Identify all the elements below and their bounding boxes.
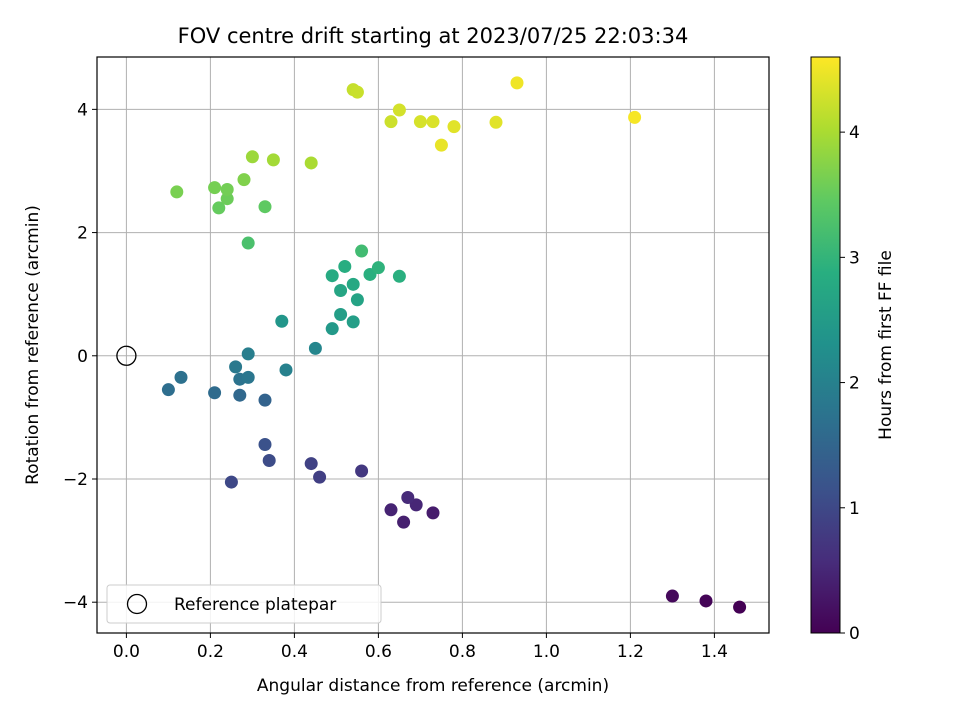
x-axis-ticks: 0.0 0.2 0.4 0.6 0.8 1.0 1.2 1.4: [113, 633, 728, 662]
x-tick-label: 1.0: [533, 642, 560, 662]
grid-lines: [97, 57, 769, 633]
colorbar-ticks: 0 1 2 3 4: [840, 123, 860, 644]
x-tick-label: 0.8: [449, 642, 476, 662]
data-point: [384, 503, 398, 517]
colorbar-tick-label: 4: [849, 123, 860, 143]
data-point: [426, 115, 440, 129]
data-point: [371, 261, 385, 275]
y-tick-label: −4: [63, 593, 88, 613]
data-point: [241, 236, 255, 250]
data-point: [308, 341, 322, 355]
data-point: [212, 201, 226, 215]
x-tick-label: 1.2: [617, 642, 644, 662]
data-point: [241, 347, 255, 361]
data-point: [258, 437, 272, 451]
data-point: [174, 370, 188, 384]
data-point: [355, 464, 369, 478]
x-tick-label: 0.2: [197, 642, 224, 662]
plot-frame: [96, 56, 770, 634]
data-point: [220, 182, 234, 196]
legend-box: [106, 584, 382, 624]
reference-platepar-marker: [116, 345, 137, 366]
data-point: [237, 173, 251, 187]
data-point: [346, 277, 360, 291]
data-point: [266, 153, 280, 167]
data-point: [224, 475, 238, 489]
data-point: [699, 594, 713, 608]
data-point: [275, 314, 289, 328]
data-point: [338, 259, 352, 273]
colorbar-tick-label: 1: [849, 499, 860, 519]
colorbar-gradient: [810, 56, 841, 634]
legend-reference-label: Reference platepar: [174, 595, 336, 615]
y-tick-label: 4: [77, 100, 88, 120]
data-point: [384, 115, 398, 129]
data-point: [258, 200, 272, 214]
data-point: [229, 360, 243, 374]
data-point: [628, 110, 642, 124]
data-point: [325, 322, 339, 336]
x-tick-label: 0.0: [113, 642, 140, 662]
x-tick-label: 0.6: [365, 642, 392, 662]
data-point: [304, 457, 318, 471]
data-point: [304, 156, 318, 170]
y-tick-label: −2: [63, 470, 88, 490]
data-point: [392, 103, 406, 117]
data-point: [170, 185, 184, 199]
data-point: [401, 490, 415, 504]
data-point: [220, 192, 234, 206]
reference-marker-group: [116, 345, 137, 366]
data-point: [262, 454, 276, 468]
data-point: [447, 120, 461, 134]
data-point: [426, 506, 440, 520]
colorbar-tick-label: 0: [849, 624, 860, 644]
data-point: [350, 293, 364, 307]
legend-reference-marker: [126, 593, 148, 615]
y-tick-label: 0: [77, 347, 88, 367]
data-point: [510, 76, 524, 90]
data-point: [355, 244, 369, 258]
scatter-points: [161, 76, 747, 614]
data-point: [161, 383, 175, 397]
data-point: [325, 269, 339, 283]
data-point: [397, 515, 411, 529]
x-tick-label: 0.4: [281, 642, 308, 662]
data-point: [245, 150, 259, 164]
y-axis-ticks: −4 −2 0 2 4: [63, 100, 97, 613]
x-axis-label: Angular distance from reference (arcmin): [257, 676, 609, 696]
chart-title: FOV centre drift starting at 2023/07/25 …: [178, 24, 689, 48]
data-point: [313, 470, 327, 484]
colorbar-label: Hours from first FF file: [876, 250, 896, 440]
data-point: [279, 363, 293, 377]
data-point: [409, 498, 423, 512]
data-point: [241, 370, 255, 384]
y-tick-label: 2: [77, 224, 88, 244]
data-point: [334, 283, 348, 297]
data-point: [346, 315, 360, 329]
data-point: [334, 308, 348, 322]
x-tick-label: 1.4: [701, 642, 728, 662]
data-point: [208, 386, 222, 400]
data-point: [258, 393, 272, 407]
data-point: [665, 589, 679, 603]
data-point: [208, 181, 222, 195]
y-axis-label: Rotation from reference (arcmin): [23, 205, 43, 485]
data-point: [350, 85, 364, 99]
colorbar-tick-label: 3: [849, 248, 860, 268]
data-point: [733, 600, 747, 614]
data-point: [489, 115, 503, 129]
data-point: [392, 269, 406, 283]
data-point: [233, 388, 247, 402]
colorbar: 0 1 2 3 4 Hours from first FF file: [810, 56, 896, 644]
legend: Reference platepar: [106, 584, 382, 624]
data-point: [413, 115, 427, 129]
data-point: [434, 138, 448, 152]
colorbar-tick-label: 2: [849, 374, 860, 394]
